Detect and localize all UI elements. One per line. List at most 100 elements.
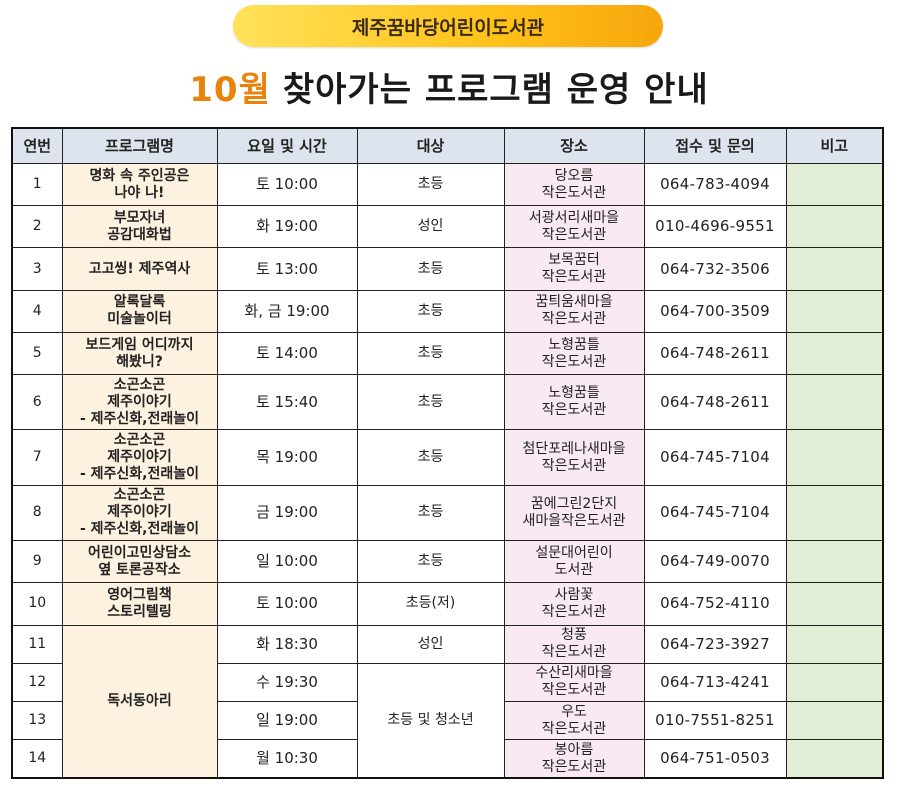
- target-audience: 초등 및 청소년: [356, 662, 505, 779]
- row-number: 4: [11, 289, 63, 333]
- col-header-no: 연번: [11, 127, 63, 164]
- schedule: 토 13:00: [216, 247, 358, 291]
- schedule: 토 15:40: [216, 374, 358, 431]
- target-audience: 초등: [356, 429, 505, 486]
- contact-phone: 064-752-4110: [643, 582, 787, 626]
- schedule: 금 19:00: [216, 484, 358, 542]
- library-name-banner: 제주꿈바당어린이도서관: [233, 5, 663, 47]
- row-number: 2: [11, 205, 63, 249]
- col-header-time: 요일 및 시간: [216, 127, 358, 164]
- venue: 봉아름 작은도서관: [503, 739, 645, 779]
- schedule: 수 19:30: [216, 662, 358, 702]
- contact-phone: 064-748-2611: [643, 331, 787, 376]
- row-number: 13: [11, 700, 63, 741]
- target-audience: 초등: [356, 331, 505, 376]
- program-name: 알록달록 미술놀이터: [61, 289, 218, 333]
- program-name: 어린이고민상담소 옆 토론공작소: [61, 540, 218, 584]
- contact-phone: 064-700-3509: [643, 289, 787, 333]
- schedule: 일 10:00: [216, 540, 358, 584]
- program-name: 소곤소곤 제주이야기 - 제주신화,전래놀이: [61, 429, 218, 486]
- table-row: 13 일 19:00 우도 작은도서관 010-7551-8251: [11, 700, 884, 741]
- remarks: [785, 289, 884, 333]
- target-audience: 성인: [356, 624, 505, 664]
- schedule: 화, 금 19:00: [216, 289, 358, 333]
- row-number: 9: [11, 540, 63, 584]
- table-header-row: 연번 프로그램명 요일 및 시간 대상 장소 접수 및 문의 비고: [11, 127, 884, 164]
- row-number: 7: [11, 429, 63, 486]
- remarks: [785, 331, 884, 376]
- schedule: 화 18:30: [216, 624, 358, 664]
- remarks: [785, 624, 884, 664]
- contact-phone: 064-723-3927: [643, 624, 787, 664]
- table-row: 4 알록달록 미술놀이터 화, 금 19:00 초등 꿈틔움새마을 작은도서관 064-700…: [11, 289, 884, 333]
- remarks: [785, 162, 884, 207]
- schedule: 화 19:00: [216, 205, 358, 249]
- contact-phone: 010-7551-8251: [643, 700, 787, 741]
- row-number: 10: [11, 582, 63, 626]
- program-table: 연번 프로그램명 요일 및 시간 대상 장소 접수 및 문의 비고 1 명화 속 …: [11, 127, 884, 779]
- remarks: [785, 429, 884, 486]
- program-name: 소곤소곤 제주이야기 - 제주신화,전래놀이: [61, 374, 218, 431]
- target-audience: 초등: [356, 484, 505, 542]
- table-row: 12 수 19:30 초등 및 청소년 수산리새마을 작은도서관 064-713-4241: [11, 662, 884, 779]
- table-row: 6 소곤소곤 제주이야기 - 제주신화,전래놀이 토 15:40 초등 노형꿈틀 작은도서관 0…: [11, 374, 884, 431]
- venue: 우도 작은도서관: [503, 700, 645, 741]
- contact-phone: 064-748-2611: [643, 374, 787, 431]
- schedule: 월 10:30: [216, 739, 358, 779]
- venue: 수산리새마을 작은도서관: [503, 662, 645, 702]
- venue: 서광서리새마을 작은도서관: [503, 205, 645, 249]
- target-audience: 초등(저): [356, 582, 505, 626]
- contact-phone: 064-713-4241: [643, 662, 787, 702]
- table-row: 3 고고씽! 제주역사 토 13:00 초등 보목꿈터 작은도서관 064-732-3506: [11, 247, 884, 291]
- row-number: 12: [11, 662, 63, 702]
- target-audience: 초등: [356, 247, 505, 291]
- contact-phone: 064-745-7104: [643, 429, 787, 486]
- venue: 당오름 작은도서관: [503, 162, 645, 207]
- remarks: [785, 582, 884, 626]
- title-month: 10월: [189, 69, 271, 110]
- venue: 설문대어린이 도서관: [503, 540, 645, 584]
- page-title: 10월 찾아가는 프로그램 운영 안내: [0, 58, 898, 114]
- venue: 꿈에그린2단지 새마을작은도서관: [503, 484, 645, 542]
- contact-phone: 064-732-3506: [643, 247, 787, 291]
- col-header-note: 비고: [785, 127, 884, 164]
- schedule: 토 14:00: [216, 331, 358, 376]
- target-audience: 초등: [356, 540, 505, 584]
- venue: 노형꿈틀 작은도서관: [503, 374, 645, 431]
- target-audience: 성인: [356, 205, 505, 249]
- program-name: 부모자녀 공감대화법: [61, 205, 218, 249]
- venue: 꿈틔움새마을 작은도서관: [503, 289, 645, 333]
- table-row: 7 소곤소곤 제주이야기 - 제주신화,전래놀이 목 19:00 초등 첨단포레나새마을 작은…: [11, 429, 884, 486]
- target-audience: 초등: [356, 289, 505, 333]
- venue: 청풍 작은도서관: [503, 624, 645, 664]
- row-number: 6: [11, 374, 63, 431]
- row-number: 8: [11, 484, 63, 542]
- remarks: [785, 739, 884, 779]
- program-name: 보드게임 어디까지 해봤니?: [61, 331, 218, 376]
- schedule: 토 10:00: [216, 582, 358, 626]
- table-row: 1 명화 속 주인공은 나야 나! 토 10:00 초등 당오름 작은도서관 064-783-…: [11, 162, 884, 207]
- program-name: 영어그림책 스토리텔링: [61, 582, 218, 626]
- target-audience: 초등: [356, 162, 505, 207]
- table-row: 10 영어그림책 스토리텔링 토 10:00 초등(저) 사람꽃 작은도서관 064-752-…: [11, 582, 884, 626]
- schedule: 일 19:00: [216, 700, 358, 741]
- remarks: [785, 700, 884, 741]
- col-header-target: 대상: [356, 127, 505, 164]
- program-name: 고고씽! 제주역사: [61, 247, 218, 291]
- contact-phone: 064-745-7104: [643, 484, 787, 542]
- schedule: 목 19:00: [216, 429, 358, 486]
- remarks: [785, 540, 884, 584]
- title-text: 찾아가는 프로그램 운영 안내: [282, 69, 709, 110]
- col-header-place: 장소: [503, 127, 645, 164]
- row-number: 3: [11, 247, 63, 291]
- table-row: 11 독서동아리 화 18:30 성인 청풍 작은도서관 064-723-3927: [11, 624, 884, 779]
- program-name: 명화 속 주인공은 나야 나!: [61, 162, 218, 207]
- venue: 노형꿈틀 작은도서관: [503, 331, 645, 376]
- table-row: 5 보드게임 어디까지 해봤니? 토 14:00 초등 노형꿈틀 작은도서관 064-748-…: [11, 331, 884, 376]
- contact-phone: 064-783-4094: [643, 162, 787, 207]
- remarks: [785, 247, 884, 291]
- col-header-contact: 접수 및 문의: [643, 127, 787, 164]
- col-header-program: 프로그램명: [61, 127, 218, 164]
- remarks: [785, 205, 884, 249]
- program-name: 소곤소곤 제주이야기 - 제주신화,전래놀이: [61, 484, 218, 542]
